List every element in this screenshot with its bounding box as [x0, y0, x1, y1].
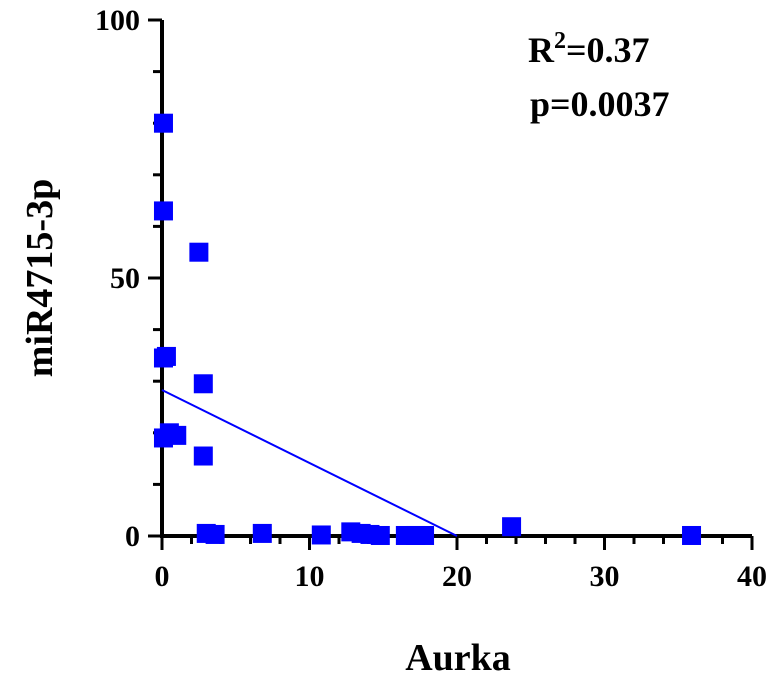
x-tick-label: 20 — [442, 560, 472, 593]
x-tick-label: 0 — [155, 560, 170, 593]
data-point — [682, 525, 702, 545]
data-point — [502, 517, 522, 537]
x-tick-label: 10 — [295, 560, 325, 593]
x-axis-title: Aurka — [405, 637, 511, 679]
data-point — [205, 524, 225, 544]
data-point — [167, 425, 187, 445]
data-point — [193, 446, 213, 466]
data-point — [370, 525, 390, 545]
data-point — [193, 374, 213, 394]
data-point — [252, 523, 272, 543]
y-tick-label: 50 — [110, 262, 140, 295]
y-tick-label: 0 — [125, 520, 140, 553]
data-point — [153, 201, 173, 221]
r-squared-base: R — [528, 30, 555, 70]
data-point — [415, 525, 435, 545]
data-point — [189, 242, 209, 262]
y-tick-label: 100 — [95, 4, 140, 37]
regression-line-group — [161, 389, 458, 537]
r-squared-exponent: 2 — [554, 28, 566, 54]
x-tick-label: 40 — [737, 560, 767, 593]
data-points — [153, 113, 702, 545]
y-axis-title: miR4715-3p — [19, 179, 61, 377]
p-value-label: p=0.0037 — [530, 84, 670, 124]
regression-line — [161, 389, 458, 537]
r-squared-value: =0.37 — [566, 30, 650, 70]
data-point — [156, 346, 176, 366]
data-point — [311, 525, 331, 545]
r-squared-label: R2=0.37 — [528, 28, 650, 70]
data-point — [153, 113, 173, 133]
x-tick-label: 30 — [590, 560, 620, 593]
